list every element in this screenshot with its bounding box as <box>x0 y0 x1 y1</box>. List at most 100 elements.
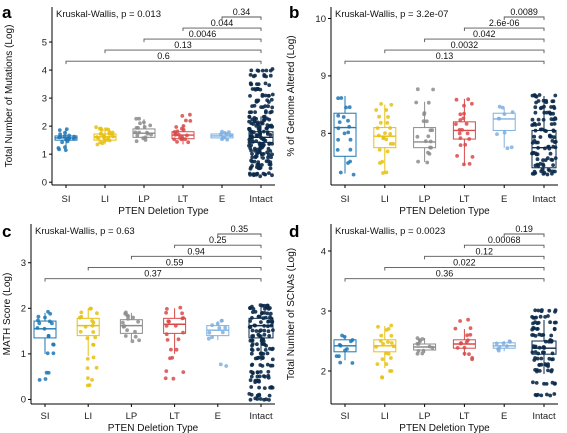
data-point <box>416 159 420 164</box>
data-point <box>263 81 268 86</box>
data-point <box>136 319 141 324</box>
data-point <box>180 311 185 316</box>
data-point <box>57 128 62 133</box>
data-point <box>257 374 262 379</box>
data-point <box>533 128 538 133</box>
data-point <box>552 320 557 325</box>
data-point <box>530 117 535 122</box>
data-point <box>541 158 545 163</box>
data-point <box>538 106 543 111</box>
data-point <box>220 318 224 323</box>
data-point <box>256 332 261 337</box>
data-point <box>250 316 254 320</box>
y-tick-label: 10 <box>315 14 326 25</box>
data-point <box>172 130 177 134</box>
data-point <box>545 172 550 177</box>
data-point <box>256 82 261 86</box>
box-intact <box>247 67 275 179</box>
data-point <box>106 135 111 140</box>
comparison-p-value: 0.13 <box>174 40 192 50</box>
data-point <box>531 316 536 320</box>
data-point <box>495 132 499 137</box>
data-point <box>250 334 255 338</box>
box-intact <box>530 93 558 177</box>
data-point <box>164 310 169 315</box>
data-point <box>178 305 183 310</box>
data-point <box>458 112 463 117</box>
data-point <box>542 350 546 355</box>
data-point <box>188 112 192 117</box>
data-point <box>268 311 273 316</box>
data-point <box>176 337 181 342</box>
data-point <box>540 308 544 312</box>
data-point <box>381 171 385 175</box>
data-point <box>252 146 257 151</box>
data-point <box>553 309 557 314</box>
data-point <box>550 99 555 104</box>
data-point <box>62 134 67 139</box>
data-point <box>249 374 254 379</box>
data-point <box>270 173 274 178</box>
data-point <box>256 347 260 352</box>
y-tick-label: 1 <box>21 349 26 360</box>
data-point <box>551 357 555 362</box>
data-point <box>508 340 512 344</box>
data-point <box>415 87 420 92</box>
data-point <box>389 369 394 373</box>
box-si <box>333 333 357 365</box>
data-point <box>270 346 275 351</box>
data-point <box>134 139 139 144</box>
data-point <box>217 326 222 330</box>
data-point <box>548 111 553 116</box>
data-point <box>553 381 557 386</box>
data-point <box>458 319 462 323</box>
box-si <box>333 96 357 177</box>
x-tick-label: LP <box>138 194 150 205</box>
data-point <box>551 129 556 134</box>
data-point <box>459 341 463 345</box>
data-point <box>497 104 502 109</box>
data-point <box>338 360 343 365</box>
data-point <box>259 120 264 125</box>
panel-b: b 8 9 10 SI LI LP LT E Intact PTEN Deletion Type % … <box>286 3 558 217</box>
data-point <box>46 309 50 314</box>
comparison-bracket <box>344 278 545 282</box>
data-point <box>222 135 227 140</box>
data-point <box>424 119 429 124</box>
data-point <box>263 104 268 108</box>
data-point <box>258 174 263 179</box>
comparison-bracket <box>87 267 262 271</box>
data-point <box>549 105 553 109</box>
kruskal-wallis-label: Kruskal-Wallis, p = 3.2e-07 <box>335 9 448 20</box>
data-point <box>536 351 541 356</box>
comparison-bracket <box>143 38 262 43</box>
x-tick-label: LI <box>101 194 109 205</box>
data-point <box>267 124 272 128</box>
data-point <box>258 370 263 374</box>
data-point <box>137 338 142 343</box>
data-point <box>343 348 347 353</box>
data-point <box>346 161 350 165</box>
data-point <box>541 117 546 122</box>
data-point <box>551 169 555 174</box>
data-point <box>253 155 258 160</box>
x-tick-label: SI <box>62 194 71 205</box>
data-point <box>547 308 552 313</box>
data-point <box>262 311 267 315</box>
data-point <box>257 385 261 390</box>
data-point <box>259 320 263 324</box>
data-point <box>270 363 275 368</box>
data-point <box>265 150 269 155</box>
comparison-bracket <box>44 278 262 282</box>
comparison-p-value: 0.6 <box>157 51 170 61</box>
data-point <box>255 99 260 104</box>
data-point <box>248 397 253 402</box>
data-point <box>264 305 269 309</box>
x-tick-label: LT <box>178 194 189 205</box>
kruskal-wallis-label: Kruskal-Wallis, p = 0.013 <box>56 9 161 20</box>
data-point <box>123 311 128 316</box>
data-point <box>545 156 550 161</box>
data-point <box>78 329 83 334</box>
x-axis-title: PTEN Deletion Type <box>399 206 490 217</box>
